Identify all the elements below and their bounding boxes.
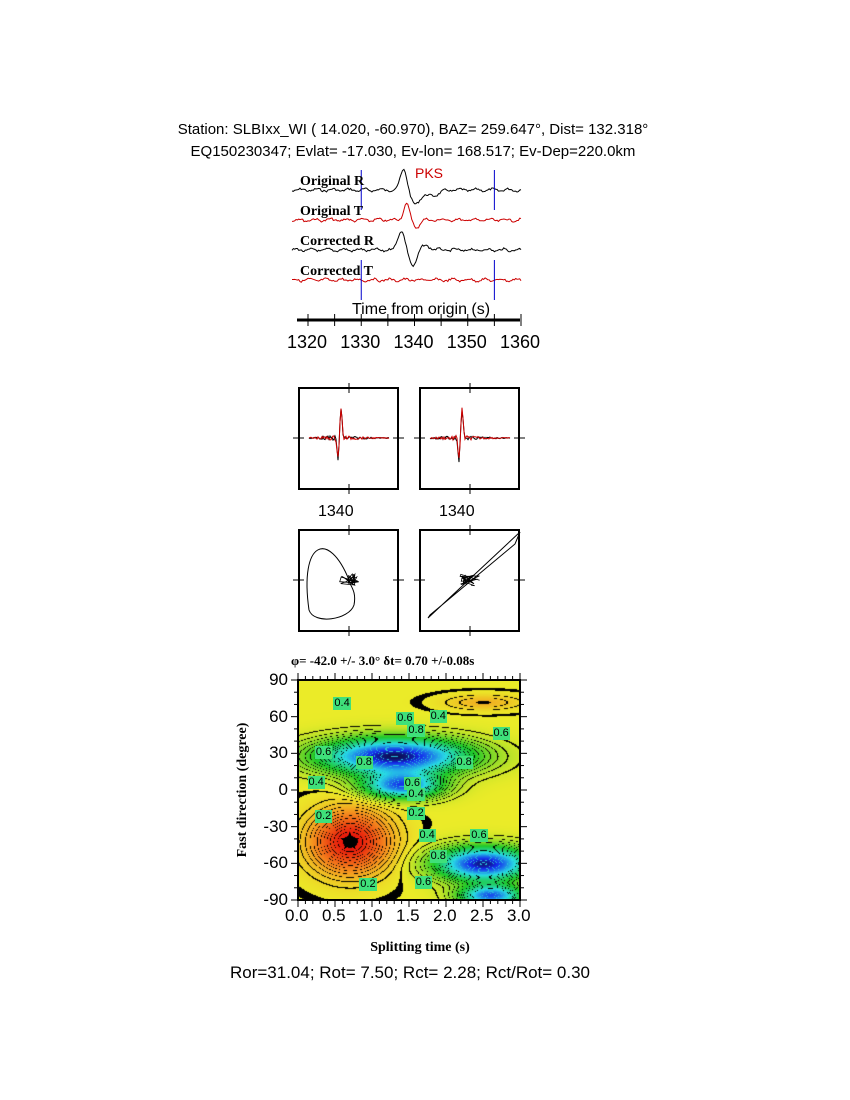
contour-label: 0.6: [396, 712, 414, 726]
y-tick-label: -90: [263, 890, 288, 909]
x-tick-label: 1320: [287, 332, 328, 352]
contour-label: 0.6: [403, 776, 421, 790]
contour-label: 0.6: [414, 875, 433, 889]
trace-label: Corrected T: [300, 264, 373, 279]
particle-motion-core: [459, 573, 480, 587]
y-tick-label: 90: [269, 670, 288, 689]
waveform: [308, 408, 390, 457]
footer-stats: Ror=31.04; Rot= 7.50; Rct= 2.28; Rct/Rot…: [229, 963, 591, 982]
x-tick-label: 1360: [500, 332, 541, 352]
contour-label: 0.4: [307, 775, 325, 789]
station-info: Station: SLBIxx_WI ( 14.020, -60.970), B…: [177, 121, 649, 138]
trace-corrected-t: [292, 277, 522, 283]
trace-label: Original R: [300, 174, 365, 189]
contour-label: 0.6: [470, 829, 488, 843]
contour-label: 0.8: [429, 850, 447, 864]
contour-label: 0.6: [492, 726, 510, 740]
y-axis-label: Fast direction (degree): [235, 722, 250, 858]
trace-label: Original T: [300, 204, 364, 219]
best-fit-star-icon: [340, 831, 360, 850]
contour-label: 0.2: [407, 807, 425, 821]
x-tick-label: 1340: [393, 332, 434, 352]
y-tick-label: -60: [263, 853, 288, 873]
phase-label: PKS: [415, 165, 444, 181]
contour-label: 0.8: [407, 724, 425, 738]
y-tick-label: 0: [278, 780, 288, 799]
contour-label: 0.4: [429, 709, 447, 723]
heatmap-title: φ= -42.0 +/- 3.0° δt= 0.70 +/-0.08s: [291, 653, 475, 668]
x-tick-label: 3.0: [507, 906, 531, 925]
x-tick-label: 0.0: [285, 906, 309, 925]
contour-label: 0.6: [314, 746, 333, 760]
y-tick-label: 30: [269, 743, 288, 763]
particle-motion: [306, 548, 356, 620]
x-axis-label: Splitting time (s): [370, 940, 470, 955]
x-tick-label: 1350: [446, 332, 487, 352]
trace-label: Corrected R: [300, 234, 374, 249]
contour-label: 0.4: [407, 787, 425, 801]
x-tick-label: 2.0: [433, 906, 457, 925]
small-panels: [293, 383, 525, 636]
x-tick-label: 1.0: [359, 906, 383, 925]
contour-label: 0.2: [359, 878, 377, 892]
particle-motion: [427, 531, 521, 619]
contour-label: 0.8: [355, 756, 373, 770]
trace-original-r: [291, 168, 522, 205]
event-info: EQ150230347; Evlat= -17.030, Ev-lon= 168…: [190, 143, 636, 160]
y-tick-label: 60: [269, 706, 288, 726]
trace-original-t: [291, 202, 522, 229]
seismogram-panel: [291, 168, 522, 326]
contour-label: 0.4: [418, 829, 436, 843]
waveform: [429, 407, 511, 458]
y-tick-label: -30: [263, 816, 288, 836]
particle-motion-core: [339, 572, 359, 587]
contour-label: 0.4: [333, 697, 351, 711]
x-tick-label: 1340: [439, 503, 475, 520]
x-axis-label: Time from origin (s): [352, 301, 491, 318]
contour-label: 0.8: [455, 756, 473, 770]
x-tick-label: 0.5: [322, 906, 346, 925]
x-tick-label: 1330: [340, 332, 381, 352]
x-tick-label: 2.5: [470, 906, 494, 925]
heatmap-axes: [291, 673, 527, 907]
x-tick-label: 1.5: [396, 906, 420, 925]
trace-corrected-r: [291, 231, 522, 268]
contour-label: 0.2: [314, 809, 333, 823]
x-tick-label: 1340: [318, 503, 354, 520]
